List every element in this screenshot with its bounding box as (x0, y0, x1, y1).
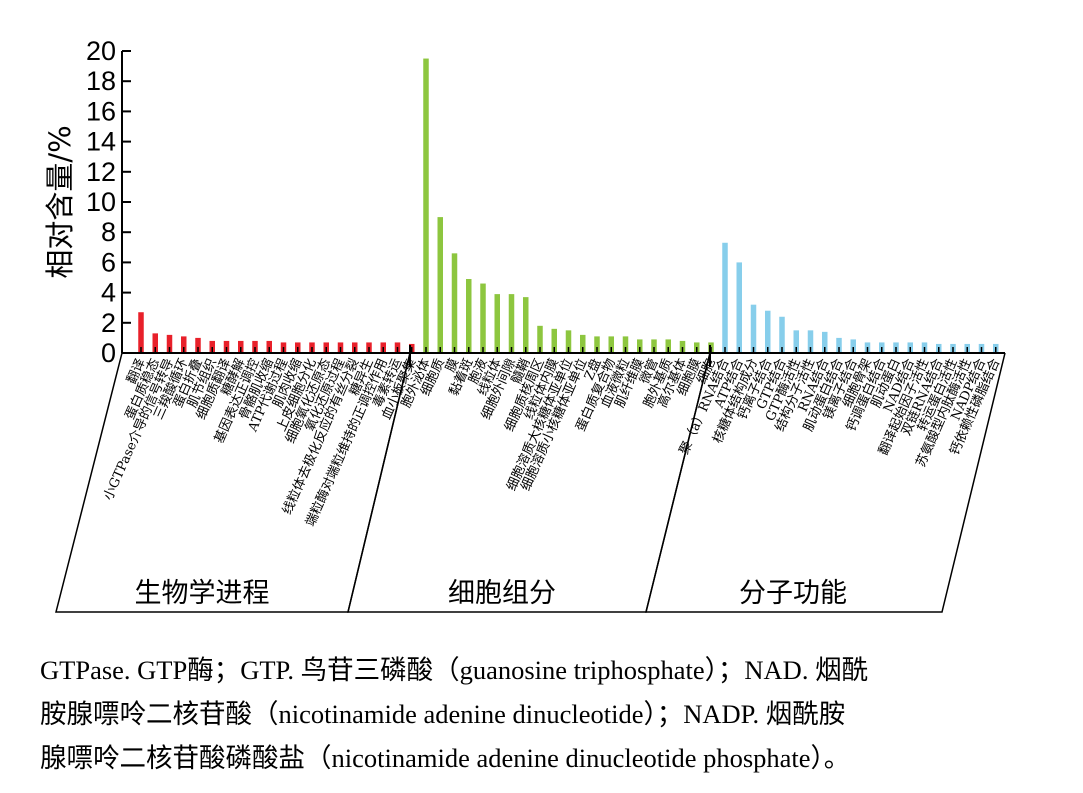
bar (594, 336, 600, 353)
bar (736, 262, 742, 353)
bar (722, 242, 728, 353)
y-tick-label: 14 (86, 127, 116, 157)
y-tick-label: 10 (86, 187, 116, 217)
y-axis-label: 相对含量/% (43, 125, 77, 278)
bars (138, 58, 999, 354)
bar (138, 312, 144, 353)
y-tick-label: 2 (101, 308, 116, 338)
category-label: 膜 (443, 357, 462, 375)
bar (238, 340, 244, 353)
bar (537, 325, 543, 353)
bar (209, 340, 215, 353)
bar (622, 336, 629, 353)
bar (679, 340, 686, 353)
bar (807, 330, 814, 353)
y-tick-label: 12 (86, 157, 116, 187)
bar (152, 333, 158, 353)
bar (850, 339, 856, 353)
bar (494, 294, 500, 353)
figure-caption: GTPase. GTP酶；GTP. 鸟苷三磷酸（guanosine tripho… (40, 648, 1060, 780)
y-tick-label: 6 (101, 247, 116, 277)
y-tick-label: 16 (86, 96, 116, 126)
bar (195, 337, 201, 353)
y-tick-label: 20 (86, 36, 116, 66)
bar (836, 337, 842, 353)
bar (451, 253, 458, 353)
bar (551, 328, 557, 353)
bar (181, 336, 187, 353)
bar (166, 334, 173, 353)
y-tick-label: 4 (101, 278, 116, 308)
bar (523, 297, 529, 353)
bar (750, 304, 757, 353)
bar (779, 316, 785, 353)
bar (423, 58, 429, 354)
caption-line-1: GTPase. GTP酶；GTP. 鸟苷三磷酸（guanosine tripho… (40, 655, 869, 685)
bar (508, 294, 515, 353)
bar (480, 283, 486, 353)
bar (437, 217, 443, 353)
bar (665, 339, 671, 353)
group-label: 生物学进程 (135, 578, 270, 609)
bar (466, 279, 472, 353)
category-labels: 翻译蛋白质稳态小GTPase介导的信号转导三羧酸循环蛋白折叠肌节组织细胞质翻译糖… (100, 356, 1003, 529)
bar (252, 340, 258, 353)
y-tick-label: 8 (101, 217, 116, 247)
group-frame (645, 352, 1006, 613)
y-tick-label: 0 (101, 338, 116, 368)
bar (651, 339, 657, 353)
bar (223, 340, 230, 353)
caption-line-2: 胺腺嘌呤二核苷酸（nicotinamide adenine dinucleoti… (40, 699, 846, 729)
bar (637, 339, 643, 353)
group-label: 分子功能 (739, 578, 847, 609)
bar (580, 334, 586, 353)
caption-line-3: 腺嘌呤二核苷酸磷酸盐（nicotinamide adenine dinucleo… (40, 743, 851, 773)
y-tick-label: 18 (86, 66, 116, 96)
bar (765, 310, 771, 353)
bar (266, 340, 272, 353)
bar (565, 330, 572, 353)
group-frames: 生物学进程 细胞组分 分子功能 (55, 352, 1006, 613)
group-label: 细胞组分 (448, 578, 556, 609)
bar (822, 331, 828, 353)
bar (608, 336, 614, 353)
bar (793, 330, 799, 353)
